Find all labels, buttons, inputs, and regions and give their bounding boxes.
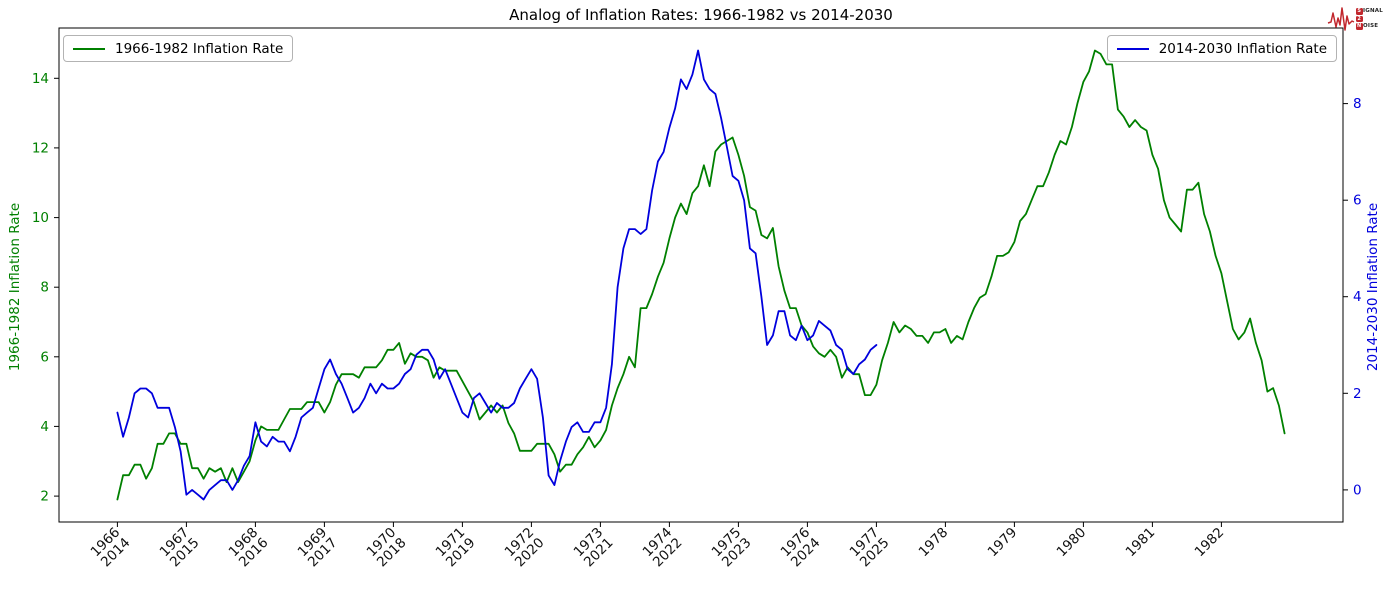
legend-2014-2030: 2014-2030 Inflation Rate bbox=[1106, 35, 1337, 62]
legend-label-2014-2030: 2014-2030 Inflation Rate bbox=[1158, 40, 1327, 57]
svg-text:19712019: 19712019 bbox=[433, 525, 479, 571]
svg-text:8: 8 bbox=[1353, 96, 1362, 112]
logo-rest-ignal: IGNAL bbox=[1363, 7, 1383, 14]
svg-text:10: 10 bbox=[32, 210, 49, 226]
logo-row-2: 2 bbox=[1356, 15, 1383, 23]
plot-border bbox=[58, 27, 1344, 523]
legend-line-sample-green bbox=[73, 47, 105, 50]
svg-text:12: 12 bbox=[32, 140, 49, 156]
svg-text:1982: 1982 bbox=[1192, 525, 1228, 561]
svg-text:19692017: 19692017 bbox=[295, 525, 341, 571]
chart-title: Analog of Inflation Rates: 1966-1982 vs … bbox=[509, 6, 893, 24]
legend-label-1966-1982: 1966-1982 Inflation Rate bbox=[115, 40, 284, 57]
svg-text:1979: 1979 bbox=[985, 525, 1021, 561]
svg-text:0: 0 bbox=[1353, 482, 1362, 498]
left-axis-ticks: 2 4 6 8 10 12 14 bbox=[32, 71, 59, 505]
svg-text:2: 2 bbox=[1353, 386, 1362, 402]
logo-text: S IGNAL 2 N OISE bbox=[1356, 8, 1383, 30]
svg-text:8: 8 bbox=[40, 280, 49, 296]
svg-text:19682016: 19682016 bbox=[226, 525, 272, 571]
series-line-right bbox=[116, 49, 878, 501]
svg-text:1981: 1981 bbox=[1123, 525, 1159, 561]
right-axis-ticks: 0 2 4 6 8 bbox=[1343, 96, 1362, 498]
svg-text:6: 6 bbox=[1353, 193, 1362, 209]
logo-rest-oise: OISE bbox=[1363, 22, 1379, 29]
svg-text:19762024: 19762024 bbox=[778, 525, 824, 571]
svg-text:4: 4 bbox=[1353, 289, 1362, 305]
logo-letterbox-s: S bbox=[1356, 8, 1363, 15]
right-axis-label: 2014-2030 Inflation Rate bbox=[1365, 202, 1381, 372]
svg-text:19672015: 19672015 bbox=[157, 525, 203, 571]
x-axis-ticks: 19662014 19672015 19682016 19692017 19702018… bbox=[88, 522, 1228, 571]
logo-row-noise: N OISE bbox=[1356, 23, 1383, 30]
logo-letterbox-n: N bbox=[1356, 23, 1363, 30]
svg-text:4: 4 bbox=[40, 419, 49, 435]
logo-row-signal: S IGNAL bbox=[1356, 8, 1383, 15]
svg-text:1978: 1978 bbox=[916, 525, 952, 561]
svg-text:6: 6 bbox=[40, 349, 49, 365]
svg-text:19752023: 19752023 bbox=[709, 525, 755, 571]
svg-text:19662014: 19662014 bbox=[88, 525, 134, 571]
svg-text:14: 14 bbox=[32, 71, 49, 87]
series-line-left bbox=[116, 49, 1286, 501]
svg-text:19722020: 19722020 bbox=[502, 525, 548, 571]
svg-text:19732021: 19732021 bbox=[571, 525, 617, 571]
ecg-waveform-icon bbox=[1327, 7, 1355, 31]
left-axis-label: 1966-1982 Inflation Rate bbox=[7, 202, 23, 372]
legend-1966-1982: 1966-1982 Inflation Rate bbox=[63, 35, 294, 62]
signal2noise-logo: S IGNAL 2 N OISE bbox=[1327, 3, 1383, 35]
svg-text:19772025: 19772025 bbox=[847, 525, 893, 571]
legend-line-sample-blue bbox=[1116, 47, 1149, 50]
svg-text:1980: 1980 bbox=[1054, 525, 1090, 561]
svg-text:2: 2 bbox=[40, 489, 49, 505]
svg-text:19702018: 19702018 bbox=[364, 525, 410, 571]
logo-letterbox-2: 2 bbox=[1356, 15, 1363, 23]
svg-text:19742022: 19742022 bbox=[640, 525, 686, 571]
